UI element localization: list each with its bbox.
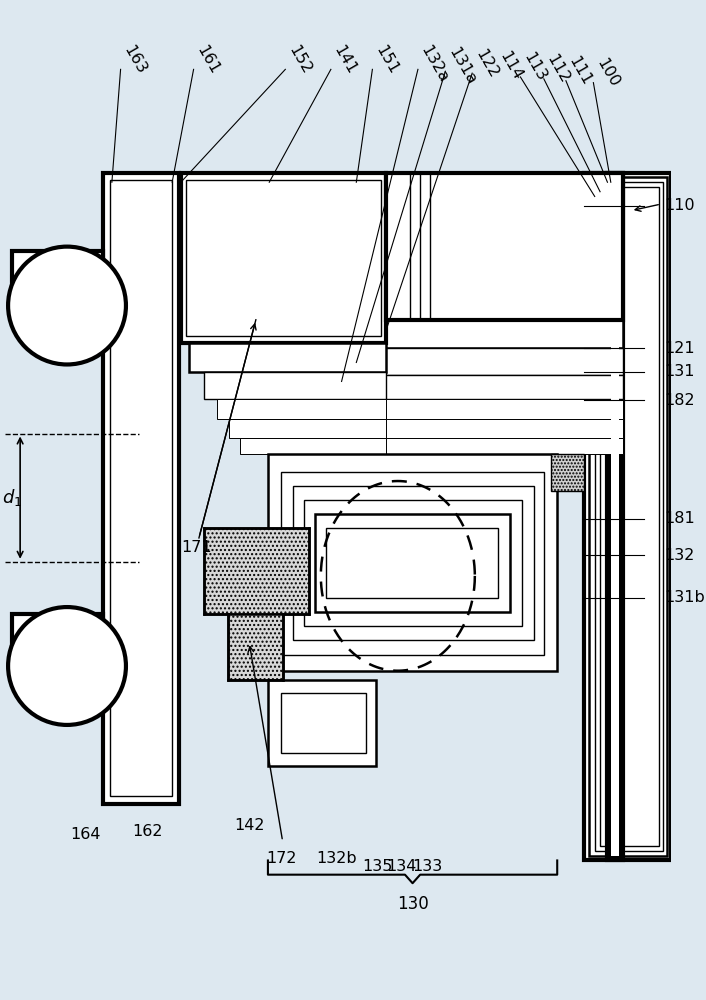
Circle shape (8, 247, 126, 364)
Bar (611, 177, 619, 856)
Text: 114: 114 (497, 49, 525, 83)
Text: 133: 133 (412, 859, 443, 874)
Bar (189, 343, 386, 372)
Bar (309, 438, 623, 454)
Bar (330, 399, 623, 419)
Bar (103, 173, 179, 804)
Bar (357, 348, 623, 375)
Bar (12, 251, 103, 320)
Bar (584, 173, 671, 860)
Text: 181: 181 (664, 511, 695, 526)
Text: 142: 142 (234, 818, 265, 833)
Bar (268, 454, 557, 671)
Bar (293, 486, 534, 640)
Bar (600, 187, 659, 846)
Bar (386, 173, 623, 320)
Text: 132b: 132b (316, 851, 357, 866)
Text: 135: 135 (363, 859, 393, 874)
Text: 151: 151 (372, 43, 401, 77)
Text: 122: 122 (472, 47, 501, 81)
Text: 134: 134 (387, 859, 417, 874)
Text: 152: 152 (285, 43, 313, 77)
Bar (594, 182, 663, 851)
Bar (228, 614, 282, 680)
Text: 121: 121 (664, 341, 695, 356)
Text: 163: 163 (121, 43, 149, 77)
Text: 131b: 131b (664, 590, 705, 605)
Bar (281, 472, 544, 655)
Bar (319, 419, 623, 438)
Text: 132: 132 (664, 548, 695, 563)
Text: 171: 171 (181, 540, 213, 555)
Bar (326, 528, 498, 598)
Text: 172: 172 (266, 851, 297, 866)
Bar (12, 614, 103, 682)
Bar (268, 680, 376, 766)
Text: 132a: 132a (418, 43, 451, 85)
Bar (110, 180, 172, 796)
Bar (315, 514, 510, 612)
Bar (373, 320, 623, 348)
Bar (590, 177, 667, 856)
Text: 113: 113 (520, 50, 549, 84)
Bar (240, 438, 386, 454)
Text: 100: 100 (593, 56, 621, 90)
Text: 141: 141 (331, 43, 359, 77)
Bar (229, 419, 386, 438)
Text: 164: 164 (70, 827, 100, 842)
Bar (204, 528, 309, 614)
Text: 131: 131 (664, 364, 695, 379)
Text: 161: 161 (193, 43, 222, 77)
Bar (217, 399, 386, 419)
Text: 130: 130 (397, 895, 429, 913)
Bar (181, 173, 386, 343)
Bar (551, 454, 584, 491)
Circle shape (8, 607, 126, 725)
Text: 111: 111 (566, 54, 594, 88)
Bar (203, 372, 386, 399)
Bar (304, 500, 522, 626)
Text: 162: 162 (132, 824, 162, 839)
Text: 110: 110 (664, 198, 695, 213)
Text: 131a: 131a (445, 45, 479, 87)
Bar (342, 375, 623, 399)
Bar (281, 693, 366, 753)
Text: 112: 112 (544, 52, 572, 86)
Text: 182: 182 (664, 393, 695, 408)
Bar (607, 173, 623, 860)
Text: $d_1$: $d_1$ (2, 487, 23, 508)
Bar (186, 180, 381, 336)
